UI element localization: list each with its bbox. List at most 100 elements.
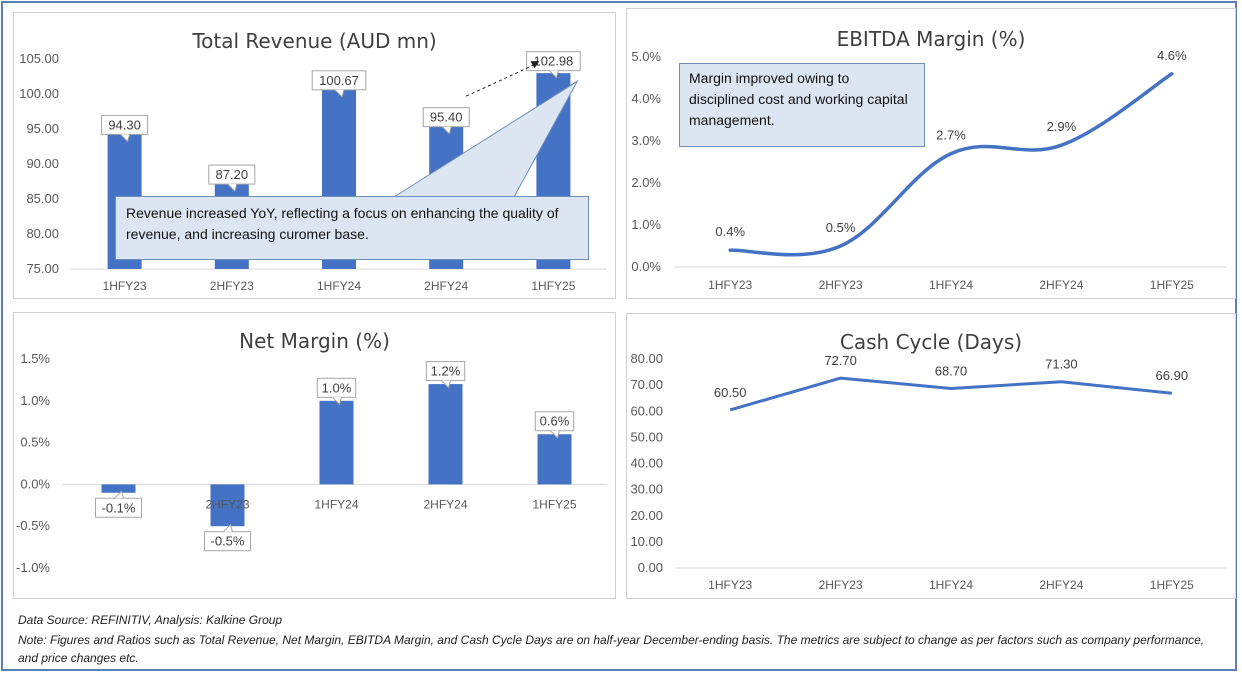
revenue-xtick: 1HFY24 xyxy=(317,279,361,293)
cash-data-label: 66.90 xyxy=(1156,368,1189,383)
ebitda-ytick: 0.0% xyxy=(631,259,661,274)
net-data-label-pointer xyxy=(332,396,342,406)
net-ytick: 0.0% xyxy=(20,476,50,491)
total-revenue-title: Total Revenue (AUD mn) xyxy=(192,29,437,53)
trend-arrow-line xyxy=(465,64,534,97)
revenue-data-label-box xyxy=(101,114,149,135)
net-data-label-box xyxy=(316,377,357,398)
ebitda-xtick: 2HFY23 xyxy=(819,278,863,292)
net-xtick: 1HFY24 xyxy=(314,497,358,511)
net-margin-title: Net Margin (%) xyxy=(239,329,390,353)
trend-arrow-head xyxy=(530,61,540,69)
net-data-label-pointer xyxy=(114,490,124,499)
cash-cycle-panel: Cash Cycle (Days) 0.00 10.00 20.00 30.00 40.… xyxy=(626,313,1236,599)
total-revenue-panel: Total Revenue (AUD mn) 75.00 80.00 85.00 90… xyxy=(13,12,616,299)
net-data-label-pointer xyxy=(223,523,233,533)
net-margin-chart: -1.0%-0.5%0.0%0.5%1.0%1.5%1HFY23-0.1%2HF… xyxy=(16,351,607,575)
net-ytick: 1.5% xyxy=(20,351,50,366)
cash-ytick: 0.00 xyxy=(638,560,663,575)
revenue-xtick: 2HFY24 xyxy=(424,279,468,293)
revenue-data-label: 100.67 xyxy=(319,73,359,88)
net-data-label-pointer xyxy=(441,380,451,389)
ebitda-xtick: 2HFY24 xyxy=(1039,278,1083,292)
ebitda-data-label: 2.7% xyxy=(936,128,966,143)
net-bar xyxy=(319,400,354,485)
net-bar xyxy=(101,484,136,493)
ebitda-margin-title: EBITDA Margin (%) xyxy=(836,27,1026,51)
net-ytick: -0.5% xyxy=(16,518,50,533)
net-bar xyxy=(428,384,463,485)
revenue-ytick: 80.00 xyxy=(26,226,59,241)
net-bar xyxy=(537,434,572,485)
cash-ytick: 60.00 xyxy=(630,403,663,418)
net-data-label: -0.1% xyxy=(102,500,136,515)
cash-ytick: 30.00 xyxy=(630,482,663,497)
revenue-ytick: 75.00 xyxy=(26,261,59,276)
revenue-annotation: Revenue increased YoY, reflecting a focu… xyxy=(115,196,589,260)
ebitda-data-label: 2.9% xyxy=(1047,119,1077,134)
ebitda-xtick: 1HFY25 xyxy=(1150,278,1194,292)
revenue-ytick: 95.00 xyxy=(26,121,59,136)
net-data-label: -0.5% xyxy=(211,534,245,549)
cash-data-label: 60.50 xyxy=(714,385,747,400)
net-ytick: -1.0% xyxy=(16,560,50,575)
net-xtick: 2HFY23 xyxy=(205,497,249,511)
ebitda-xtick: 1HFY24 xyxy=(929,278,973,292)
ebitda-ytick: 5.0% xyxy=(631,49,661,64)
ebitda-data-label: 4.6% xyxy=(1157,48,1187,63)
net-margin-panel: Net Margin (%) -1.0% -0.5% 0.0% 0.5% 1.0% 1.5… xyxy=(13,312,616,599)
cash-xtick: 2HFY23 xyxy=(819,578,863,592)
net-ytick: 1.0% xyxy=(20,393,50,408)
revenue-xtick: 2HFY23 xyxy=(210,279,254,293)
ebitda-margin-chart: 0.0% 1.0% 2.0% 3.0% 4.0% 5.0% 0.4% 1HFY23 0.5% 2H… xyxy=(631,48,1227,292)
revenue-data-label-pointer xyxy=(441,126,452,135)
cash-xtick: 1HFY23 xyxy=(708,578,752,592)
net-data-label: 0.6% xyxy=(540,414,570,429)
ebitda-margin-panel: EBITDA Margin (%) 0.0% 1.0% 2.0% 3.0% 4.0% 5.… xyxy=(626,8,1236,299)
revenue-data-label: 95.40 xyxy=(430,110,463,125)
cash-ytick: 50.00 xyxy=(630,429,663,444)
revenue-ytick: 90.00 xyxy=(26,156,59,171)
cash-xtick: 2HFY24 xyxy=(1039,578,1083,592)
revenue-ytick: 100.00 xyxy=(19,86,59,101)
ebitda-data-label: 0.5% xyxy=(826,220,856,235)
cash-ytick: 20.00 xyxy=(630,508,663,523)
net-data-label-box xyxy=(534,411,575,432)
cash-ytick: 80.00 xyxy=(630,351,663,366)
ebitda-annotation: Margin improved owing to disciplined cos… xyxy=(679,63,925,147)
ebitda-xtick: 1HFY23 xyxy=(708,278,752,292)
ebitda-ytick: 1.0% xyxy=(631,217,661,232)
ebitda-ytick: 4.0% xyxy=(631,91,661,106)
ebitda-data-label: 0.4% xyxy=(715,224,745,239)
cash-data-label: 72.70 xyxy=(824,353,857,368)
cash-cycle-chart: 0.00 10.00 20.00 30.00 40.00 50.00 60.00 70.00 8… xyxy=(630,351,1227,592)
net-data-label-box xyxy=(95,497,142,518)
revenue-data-label: 102.98 xyxy=(534,54,574,69)
revenue-data-label-pointer xyxy=(120,134,131,143)
ebitda-ytick: 3.0% xyxy=(631,133,661,148)
revenue-ytick: 105.00 xyxy=(19,51,59,66)
net-xtick: 2HFY24 xyxy=(423,497,467,511)
revenue-xtick: 1HFY25 xyxy=(531,279,575,293)
net-data-label-box xyxy=(204,531,251,552)
data-source-note: Data Source: REFINITIV, Analysis: Kalkin… xyxy=(18,613,283,627)
cash-ytick: 70.00 xyxy=(630,377,663,392)
net-data-label-box xyxy=(425,361,466,382)
footnote: Note: Figures and Ratios such as Total R… xyxy=(18,633,1205,665)
net-data-label: 1.0% xyxy=(322,380,352,395)
revenue-ytick: 85.00 xyxy=(26,191,59,206)
revenue-data-label-pointer xyxy=(549,70,559,79)
net-xtick: 1HFY25 xyxy=(532,497,576,511)
ebitda-ytick: 2.0% xyxy=(631,175,661,190)
cash-xtick: 1HFY24 xyxy=(929,578,973,592)
revenue-data-label-pointer xyxy=(227,183,238,193)
revenue-data-label: 87.20 xyxy=(216,167,249,182)
cash-data-label: 68.70 xyxy=(935,364,968,379)
cash-data-label: 71.30 xyxy=(1045,357,1078,372)
cash-ytick: 40.00 xyxy=(630,456,663,471)
net-data-label: 1.2% xyxy=(431,364,461,379)
net-data-label-pointer xyxy=(550,430,560,439)
net-ytick: 0.5% xyxy=(20,435,50,450)
net-bar xyxy=(210,484,245,527)
